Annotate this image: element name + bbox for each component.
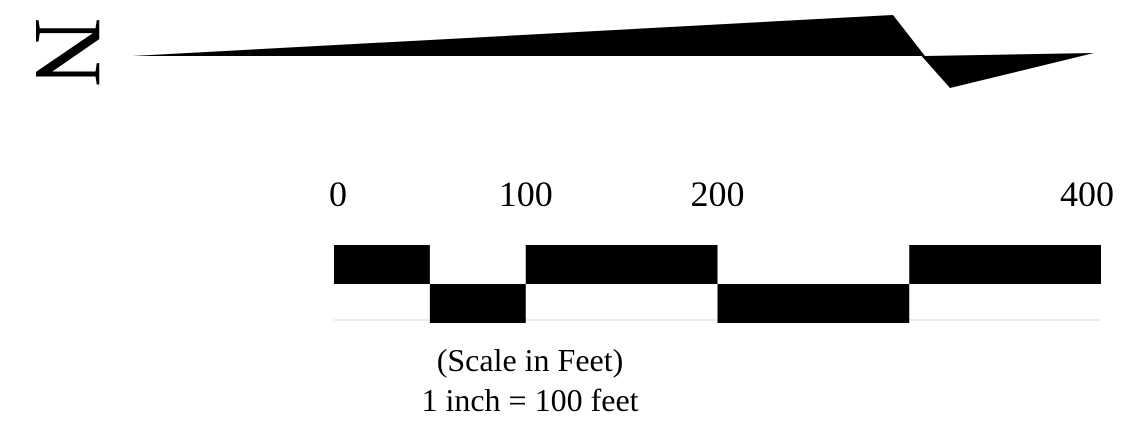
scale-bar-segment bbox=[429, 284, 526, 323]
scale-tick-label: 0 bbox=[329, 174, 347, 214]
north-arrow-head bbox=[918, 52, 1094, 88]
scale-bar-segment bbox=[909, 245, 1101, 284]
scale-tick-label: 100 bbox=[498, 174, 553, 214]
scale-bar-segment bbox=[334, 245, 430, 284]
scale-bar-segment bbox=[717, 284, 910, 323]
north-arrow-icon bbox=[132, 15, 1094, 88]
scale-tick-label: 400 bbox=[1060, 174, 1114, 214]
scale-caption-ratio: 1 inch = 100 feet bbox=[421, 382, 639, 418]
north-arrow-shaft bbox=[132, 15, 925, 56]
scale-bar-segment bbox=[525, 245, 718, 284]
scale-caption: (Scale in Feet) 1 inch = 100 feet bbox=[380, 340, 680, 420]
north-arrow: N bbox=[0, 0, 1144, 100]
scale-caption-title: (Scale in Feet) bbox=[436, 342, 624, 378]
scale-tick-label: 200 bbox=[690, 174, 745, 214]
